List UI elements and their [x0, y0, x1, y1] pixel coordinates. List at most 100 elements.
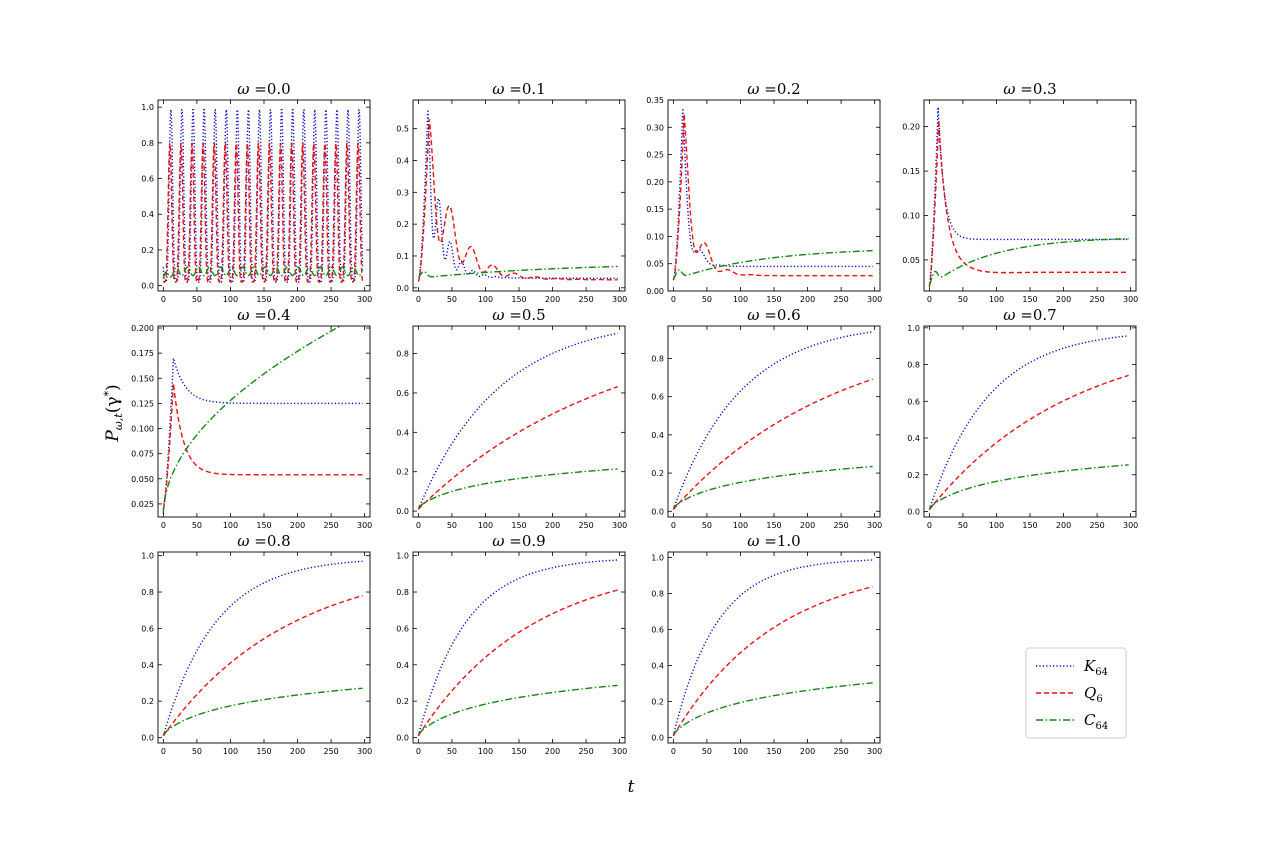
series-line-K64: [162, 560, 363, 736]
y-tick-label: 0.25: [646, 151, 664, 160]
y-tick-label: 0.4: [396, 661, 409, 670]
y-tick-label: 0.15: [646, 205, 664, 214]
panel-title: ω =0.4: [237, 306, 290, 324]
x-tick-label: 200: [800, 747, 815, 756]
x-tick-label: 100: [223, 521, 238, 530]
x-tick-label: 250: [578, 521, 593, 530]
y-tick-label: 0.3: [396, 188, 409, 197]
series-line-K64: [928, 335, 1129, 510]
y-tick-label: 0.025: [131, 500, 154, 509]
series-line-C64: [162, 687, 363, 735]
y-tick-label: 0.0: [651, 734, 664, 743]
x-tick-label: 200: [1056, 521, 1071, 530]
x-tick-label: 50: [192, 747, 202, 756]
y-tick-label: 0.0: [396, 284, 409, 293]
series-line-Q6: [672, 113, 873, 281]
panel-omega-0.9: ω =0.9 0 50 100 150 200 250 300 0.0 0.2 0.4 0.6 0.8 1…: [396, 532, 627, 756]
panel-frame: [157, 325, 371, 518]
y-tick-label: 0.00: [646, 287, 664, 296]
y-tick-label: 0.8: [396, 588, 409, 597]
series-line-Q6: [417, 118, 618, 282]
series-line-Q6: [417, 589, 618, 737]
series-line-K64: [672, 559, 873, 736]
series-line-C64: [928, 237, 1129, 286]
y-tick-label: 0.1: [396, 252, 409, 261]
y-tick-label: 0.2: [396, 468, 409, 477]
x-tick-label: 250: [833, 295, 848, 304]
x-tick-label: 0: [416, 747, 421, 756]
panel-omega-0.7: ω =0.7 0 50 100 150 200 250 300 0.0 0.2 0.4 0.6 0.8 1…: [907, 306, 1138, 530]
series-line-C64: [928, 464, 1129, 509]
x-tick-label: 200: [290, 521, 305, 530]
y-tick-label: 1.0: [396, 552, 409, 561]
x-tick-label: 50: [702, 295, 712, 304]
y-tick-label: 1.0: [141, 552, 154, 561]
panel-title: ω =0.7: [1003, 306, 1056, 324]
series-line-Q6: [672, 378, 873, 510]
x-tick-label: 300: [612, 747, 627, 756]
panel-frame: [923, 325, 1137, 518]
x-tick-label: 250: [1089, 521, 1104, 530]
x-tick-label: 150: [1022, 521, 1037, 530]
y-tick-label: 0.125: [131, 399, 154, 408]
y-tick-label: 0.6: [141, 624, 154, 633]
series-line-C64: [417, 265, 618, 278]
series-line-K64: [672, 331, 873, 510]
y-tick-label: 0.0: [396, 507, 409, 516]
x-tick-label: 200: [800, 295, 815, 304]
y-tick-label: 0.4: [396, 428, 409, 437]
legend-box: [1025, 647, 1127, 739]
y-tick-label: 0.100: [131, 425, 154, 434]
x-tick-label: 0: [671, 521, 676, 530]
series-line-Q6: [672, 586, 873, 737]
x-tick-label: 0: [927, 295, 932, 304]
panel-frame: [923, 99, 1137, 292]
x-tick-label: 300: [867, 521, 882, 530]
series-line-K64: [162, 357, 363, 510]
x-tick-label: 50: [702, 521, 712, 530]
series-line-Q6: [162, 142, 364, 283]
panel-omega-0.2: ω =0.2 0 50 100 150 200 250 300 0.00 0.05 0.10 0.15…: [646, 80, 882, 304]
y-tick-label: 0.10: [646, 232, 664, 241]
panel-omega-0.8: ω =0.8 0 50 100 150 200 250 300 0.0 0.2 0.4 0.6 0.8 1…: [141, 532, 372, 756]
x-tick-label: 0: [161, 747, 166, 756]
x-tick-label: 100: [478, 521, 493, 530]
y-tick-label: 0.2: [651, 698, 664, 707]
x-tick-label: 150: [511, 521, 526, 530]
x-tick-label: 100: [989, 521, 1004, 530]
x-tick-label: 100: [989, 295, 1004, 304]
x-tick-label: 0: [927, 521, 932, 530]
series-line-K64: [672, 108, 873, 281]
y-tick-label: 0.200: [131, 324, 154, 333]
y-tick-label: 0.8: [141, 139, 154, 148]
x-tick-label: 0: [161, 521, 166, 530]
y-tick-label: 0.075: [131, 450, 154, 459]
x-tick-label: 200: [545, 295, 560, 304]
panel-frame: [667, 551, 881, 744]
y-tick-label: 0.6: [396, 389, 409, 398]
x-tick-label: 150: [511, 747, 526, 756]
series-line-Q6: [417, 386, 618, 510]
y-tick-label: 0.0: [141, 734, 154, 743]
panel-title: ω =0.3: [1003, 80, 1056, 98]
series-line-K64: [928, 107, 1129, 287]
x-tick-label: 100: [478, 747, 493, 756]
y-tick-label: 0.8: [651, 354, 664, 363]
y-tick-label: 0.2: [651, 469, 664, 478]
panel-frame: [667, 99, 881, 292]
x-tick-label: 100: [223, 295, 238, 304]
panel-omega-0.4: ω =0.4 0 50 100 150 200 250 300 0.025 0.050 0.075 0…: [131, 306, 372, 530]
y-tick-label: 0.8: [651, 589, 664, 598]
x-tick-label: 150: [766, 747, 781, 756]
y-tick-label: 0.0: [396, 734, 409, 743]
y-tick-label: 1.0: [141, 103, 154, 112]
x-tick-label: 0: [671, 747, 676, 756]
x-tick-label: 300: [867, 747, 882, 756]
y-tick-label: 0.4: [141, 210, 154, 219]
x-tick-label: 250: [323, 747, 338, 756]
x-tick-label: 100: [478, 295, 493, 304]
x-tick-label: 150: [766, 521, 781, 530]
x-tick-label: 200: [800, 521, 815, 530]
x-tick-label: 300: [612, 521, 627, 530]
series-line-Q6: [928, 120, 1129, 287]
